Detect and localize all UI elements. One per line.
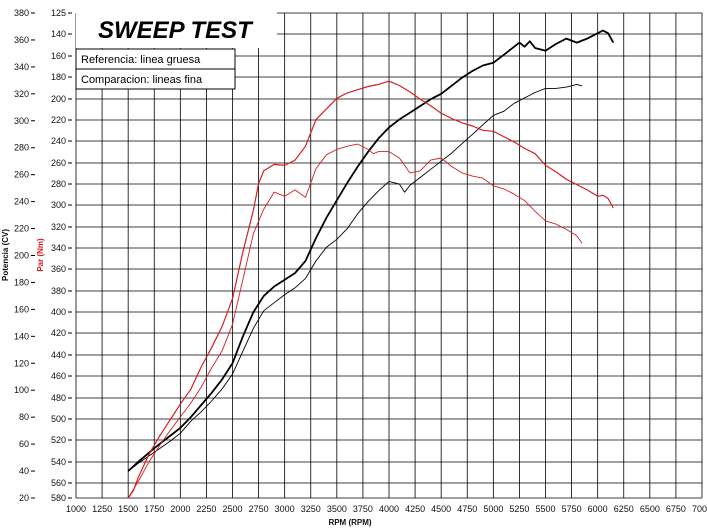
x-tick-label: 4000 [379, 504, 399, 514]
x-tick-label: 1000 [66, 504, 86, 514]
y-right-axis-title: Par (Nm) [36, 238, 45, 272]
y-right-tick-label: 500 [51, 414, 66, 424]
x-tick-label: 6000 [588, 504, 608, 514]
y-right-tick-label: 440 [51, 350, 66, 360]
y-left-tick-label: 220 [14, 224, 29, 234]
series-potencia-referencia [127, 29, 615, 472]
y-right-tick-label: 260 [51, 158, 66, 168]
x-tick-label: 4750 [457, 504, 477, 514]
y-left-tick-label: 20 [19, 493, 29, 503]
y-right-tick-label: 420 [51, 328, 66, 338]
y-left-tick-label: 340 [14, 62, 29, 72]
y-right-tick-label: 300 [51, 200, 66, 210]
x-tick-label: 2500 [222, 504, 242, 514]
x-tick-label: 5750 [562, 504, 582, 514]
y-right-tick-label: 180 [51, 72, 66, 82]
chart-title: SWEEP TEST [98, 17, 254, 44]
series-par-referencia [127, 80, 614, 499]
y-left-tick-label: 300 [14, 116, 29, 126]
x-tick-label: 5500 [535, 504, 555, 514]
x-axis-title: RPM (RPM) [328, 518, 371, 527]
y-left-tick-label: 40 [19, 466, 29, 476]
legend-entry-comparison: Comparacion: lineas fina [81, 74, 203, 86]
x-tick-label: 6500 [640, 504, 660, 514]
y-left-tick-label: 240 [14, 197, 29, 207]
y-left-tick-label: 60 [19, 439, 29, 449]
y-right-tick-label: 240 [51, 136, 66, 146]
y-right-tick-label: 340 [51, 243, 66, 253]
y-right-tick-label: 480 [51, 393, 66, 403]
y-left-tick-label: 100 [14, 385, 29, 395]
series-group [127, 29, 615, 499]
y-left-tick-label: 260 [14, 170, 29, 180]
y-left-tick-label: 80 [19, 412, 29, 422]
y-right-tick-label: 460 [51, 371, 66, 381]
y-left-tick-label: 200 [14, 251, 29, 261]
y-right-tick-label: 400 [51, 307, 66, 317]
series-par-comparacion [127, 143, 583, 499]
y-right-tick-label: 580 [51, 493, 66, 503]
x-tick-label: 2000 [170, 504, 190, 514]
x-tick-label: 1250 [92, 504, 112, 514]
y-left-tick-label: 280 [14, 143, 29, 153]
y-left-axis-title: Potencia (CV) [1, 229, 10, 281]
x-tick-label: 7000 [692, 504, 707, 514]
y-left-tick-label: 380 [14, 8, 29, 18]
y-right-tick-label: 380 [51, 286, 66, 296]
y-left-axis-ticks: 20 40 60 80 100 120 140 160 180 200 220 240 260 280 30… [14, 8, 35, 503]
y-right-tick-label: 520 [51, 435, 66, 445]
x-tick-label: 3750 [353, 504, 373, 514]
title-background [76, 10, 277, 48]
y-right-tick-label: 320 [51, 222, 66, 232]
y-right-tick-label: 140 [51, 29, 66, 39]
y-left-tick-label: 120 [14, 358, 29, 368]
legend-row-2 [75, 68, 236, 90]
x-tick-label: 5000 [483, 504, 503, 514]
x-tick-label: 1750 [144, 504, 164, 514]
y-right-tick-label: 540 [51, 457, 66, 467]
y-right-tick-label: 360 [51, 264, 66, 274]
series-potencia-comparacion [127, 83, 583, 472]
y-right-tick-label: 560 [51, 478, 66, 488]
y-left-tick-label: 320 [14, 89, 29, 99]
y-right-tick-label: 220 [51, 115, 66, 125]
y-left-tick-label: 140 [14, 331, 29, 341]
x-axis-ticks: 1000 1250 1500 1750 2000 2250 2500 2750 3000 3250… [66, 504, 707, 514]
y-left-tick-label: 180 [14, 277, 29, 287]
y-right-tick-label: 200 [51, 94, 66, 104]
x-tick-label: 6750 [666, 504, 686, 514]
y-right-axis-ticks: 125 140 160 180 200 220 240 260 280 300 320 340 360 3… [51, 8, 72, 503]
x-tick-label: 4250 [405, 504, 425, 514]
x-tick-label: 2250 [196, 504, 216, 514]
y-left-tick-label: 160 [14, 304, 29, 314]
x-tick-label: 4500 [431, 504, 451, 514]
grid-lines [75, 12, 703, 499]
x-tick-label: 6250 [614, 504, 634, 514]
x-tick-label: 3000 [275, 504, 295, 514]
x-tick-label: 3500 [327, 504, 347, 514]
legend-box: Referencia: linea gruesa Comparacion: li… [75, 48, 236, 90]
x-tick-label: 3250 [301, 504, 321, 514]
y-right-tick-label: 125 [51, 8, 66, 18]
y-right-tick-label: 160 [51, 51, 66, 61]
x-tick-label: 2750 [249, 504, 269, 514]
x-tick-label: 5250 [509, 504, 529, 514]
y-left-tick-label: 360 [14, 35, 29, 45]
x-tick-label: 1500 [118, 504, 138, 514]
y-right-tick-label: 280 [51, 179, 66, 189]
legend-entry-reference: Referencia: linea gruesa [81, 54, 201, 66]
